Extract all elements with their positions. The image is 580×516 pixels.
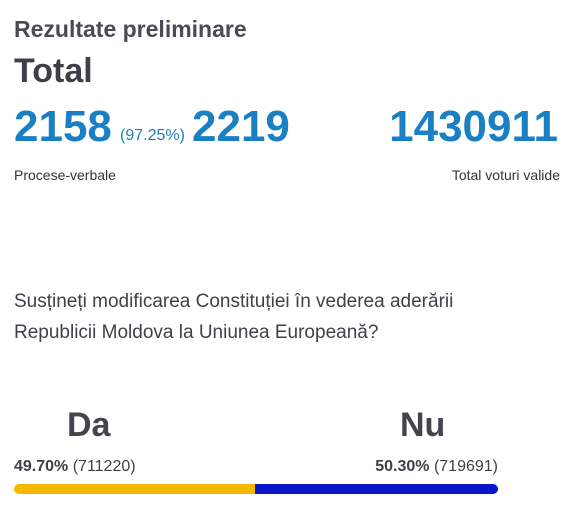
option-nu-percent: 50.30%	[375, 458, 430, 475]
results-bar-nu-segment	[254, 484, 498, 494]
option-nu-result: 50.30% (719691)	[375, 456, 498, 478]
processed-reports-percent: (97.25%)	[120, 127, 185, 144]
results-bar-da-segment	[14, 484, 255, 494]
valid-votes-label: Total voturi valide	[451, 167, 560, 183]
total-reports-count: 2219	[192, 102, 290, 151]
option-da-votes: (711220)	[72, 458, 136, 475]
referendum-question: Susțineți modificarea Constituției în ve…	[14, 291, 454, 343]
option-da-label: Da	[67, 406, 111, 444]
reports-label: Procese-verbale	[14, 167, 116, 183]
page-title: Rezultate preliminare	[14, 16, 247, 42]
processed-reports-count: 2158	[14, 102, 112, 151]
option-nu-label: Nu	[400, 406, 446, 444]
section-title: Total	[14, 52, 93, 90]
results-bar	[14, 484, 498, 494]
valid-votes-count: 1430911	[389, 102, 558, 151]
option-da-result: 49.70% (711220)	[14, 456, 136, 478]
option-nu-votes: (719691)	[433, 458, 498, 475]
option-da-percent: 49.70%	[14, 458, 69, 475]
